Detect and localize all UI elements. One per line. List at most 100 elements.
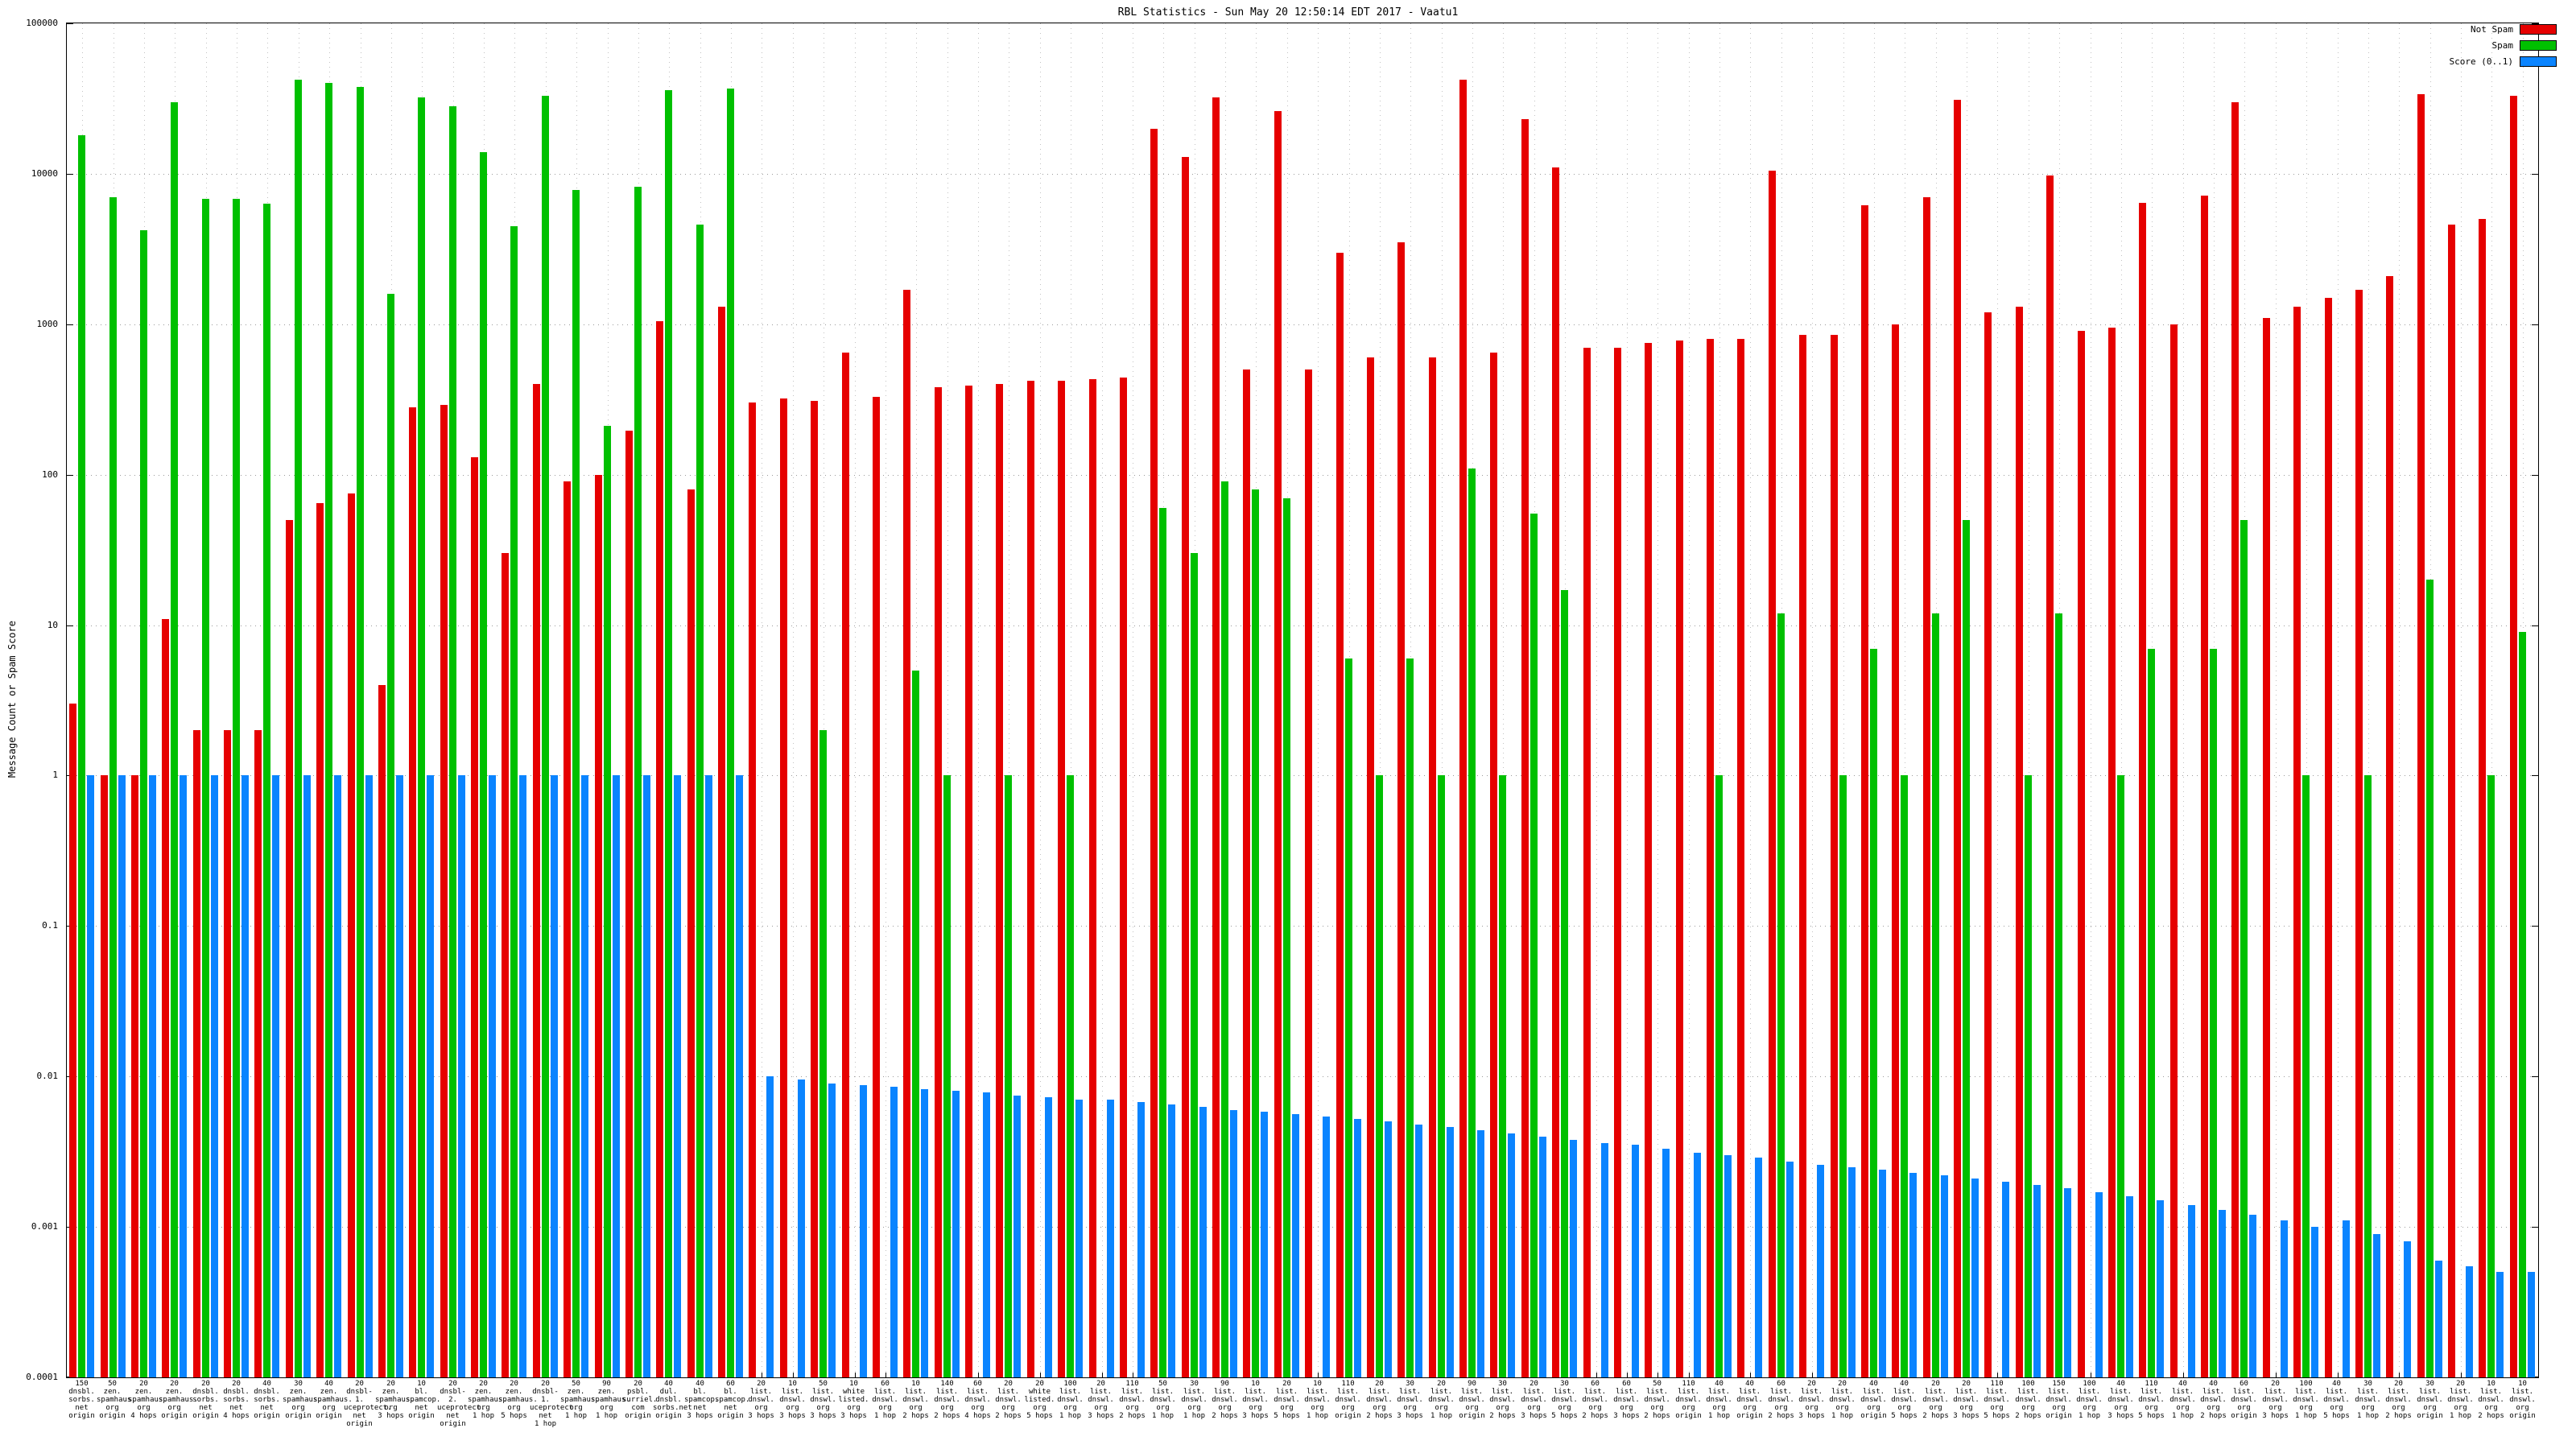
bar-spam xyxy=(2210,649,2217,1377)
bar-score-0-1- xyxy=(1075,1100,1083,1377)
x-category-label: 30 list. dnswl. org 3 hops xyxy=(1397,1380,1423,1420)
legend-item-score: Score (0..1) xyxy=(2450,53,2557,69)
x-category-label: 40 list. dnswl. org 2 hops xyxy=(2200,1380,2227,1420)
bar-spam xyxy=(1283,498,1290,1377)
bar-not-spam xyxy=(348,493,355,1377)
x-category-label: 10 list. dnswl. org 3 hops xyxy=(1242,1380,1269,1420)
bar-score-0-1- xyxy=(1755,1158,1762,1377)
bar-not-spam xyxy=(502,553,509,1377)
bar-not-spam xyxy=(903,290,910,1377)
x-category-label: 20 list. dnswl. org 3 hops xyxy=(1088,1380,1114,1420)
bar-not-spam xyxy=(1614,348,1621,1377)
bar-spam xyxy=(943,775,951,1377)
bar-score-0-1- xyxy=(890,1087,898,1377)
bar-spam xyxy=(2025,775,2032,1377)
x-category-label: 50 zen. spamhaus. org 1 hop xyxy=(560,1380,600,1420)
bar-score-0-1- xyxy=(2466,1266,2473,1377)
x-category-label: 30 list. dnswl. org 1 hop xyxy=(2355,1380,2381,1420)
y-axis-tick xyxy=(2532,1076,2538,1077)
bar-not-spam xyxy=(2448,225,2455,1377)
bar-not-spam xyxy=(2139,203,2146,1377)
bar-not-spam xyxy=(625,431,633,1377)
bar-not-spam xyxy=(1707,339,1714,1377)
bar-score-0-1- xyxy=(613,775,620,1377)
x-category-label: 110 list. dnswl. org origin xyxy=(1335,1380,1361,1420)
y-tick-label: 1 xyxy=(52,770,58,780)
x-category-label: 20 dnsbl-2. uceprotect. net origin xyxy=(437,1380,485,1428)
horizontal-gridline xyxy=(67,475,2538,476)
legend-item-spam: Spam xyxy=(2450,37,2557,53)
bar-score-0-1- xyxy=(1168,1104,1175,1377)
bar-spam xyxy=(449,106,456,1377)
legend-item-not-spam: Not Spam xyxy=(2450,21,2557,37)
vertical-gridline xyxy=(1442,23,1443,1377)
bar-not-spam xyxy=(131,775,138,1377)
x-category-label: 90 zen. spamhaus. org 1 hop xyxy=(591,1380,630,1420)
x-axis-category-labels: 150 dnsbl. sorbs. net origin 50 zen. spam… xyxy=(66,1380,2537,1447)
plot-area xyxy=(66,23,2539,1378)
bar-not-spam xyxy=(965,386,972,1377)
bar-score-0-1- xyxy=(2373,1234,2380,1377)
bar-spam xyxy=(1067,775,1074,1377)
bar-not-spam xyxy=(2263,318,2270,1377)
bar-not-spam xyxy=(935,387,942,1377)
bar-not-spam xyxy=(1676,341,1683,1377)
bar-not-spam xyxy=(2479,219,2486,1377)
bar-spam xyxy=(1438,775,1445,1377)
bar-not-spam xyxy=(2510,96,2517,1377)
bar-spam xyxy=(2148,649,2155,1377)
bar-not-spam xyxy=(316,503,324,1377)
legend-swatch-blue xyxy=(2520,56,2557,67)
y-axis-tick xyxy=(2532,625,2538,626)
bar-score-0-1- xyxy=(1570,1140,1577,1377)
bar-spam xyxy=(1530,514,1538,1377)
x-category-label: 40 list. dnswl. org 3 hops xyxy=(2107,1380,2134,1420)
bar-not-spam xyxy=(1521,119,1529,1377)
bar-spam xyxy=(1963,520,1970,1377)
vertical-gridline xyxy=(1102,23,1103,1377)
bar-not-spam xyxy=(533,384,540,1377)
bar-spam xyxy=(1777,613,1785,1377)
x-category-label: 20 zen. spamhaus. org 1 hop xyxy=(468,1380,507,1420)
bar-score-0-1- xyxy=(643,775,650,1377)
vertical-gridline xyxy=(1596,23,1597,1377)
bar-score-0-1- xyxy=(860,1085,867,1377)
bar-not-spam xyxy=(1799,335,1806,1377)
bar-not-spam xyxy=(1984,312,1992,1377)
legend-swatch-red xyxy=(2520,23,2557,35)
bar-spam xyxy=(1376,775,1383,1377)
bar-score-0-1- xyxy=(489,775,496,1377)
bar-not-spam xyxy=(1552,167,1559,1377)
x-category-label: 20 list. dnswl. org 5 hops xyxy=(1274,1380,1300,1420)
bar-not-spam xyxy=(656,321,663,1377)
bar-not-spam xyxy=(2355,290,2363,1377)
chart-title: RBL Statistics - Sun May 20 12:50:14 EDT… xyxy=(1117,6,1459,19)
y-axis-tick xyxy=(67,174,73,175)
bar-score-0-1- xyxy=(2496,1272,2504,1377)
x-category-label: 20 zen. spamhaus. org 5 hops xyxy=(498,1380,538,1420)
x-category-label: 50 list. dnswl. org 1 hop xyxy=(1150,1380,1176,1420)
bar-score-0-1- xyxy=(1879,1170,1886,1377)
x-category-label: 60 list. dnswl. org 2 hops xyxy=(1768,1380,1794,1420)
x-category-label: 20 list. dnswl. org 3 hops xyxy=(1798,1380,1825,1420)
x-category-label: 10 list. dnswl. org 3 hops xyxy=(779,1380,806,1420)
bar-not-spam xyxy=(1027,381,1034,1377)
vertical-gridline xyxy=(2399,23,2400,1377)
bar-spam xyxy=(2055,613,2062,1377)
bar-score-0-1- xyxy=(705,775,712,1377)
bar-score-0-1- xyxy=(2002,1182,2009,1377)
horizontal-gridline xyxy=(67,174,2538,175)
bar-not-spam xyxy=(1058,381,1065,1377)
bar-score-0-1- xyxy=(458,775,465,1377)
bar-not-spam xyxy=(842,353,849,1377)
bar-not-spam xyxy=(2170,324,2178,1377)
bar-spam xyxy=(1005,775,1012,1377)
vertical-gridline xyxy=(1689,23,1690,1377)
bar-score-0-1- xyxy=(1694,1153,1701,1377)
bar-score-0-1- xyxy=(1415,1125,1422,1377)
bar-not-spam xyxy=(1336,253,1344,1377)
x-category-label: 20 list. dnswl. org 3 hops xyxy=(1521,1380,1547,1420)
bar-not-spam xyxy=(2293,307,2301,1377)
bar-spam xyxy=(1839,775,1847,1377)
bar-not-spam xyxy=(1089,379,1096,1377)
